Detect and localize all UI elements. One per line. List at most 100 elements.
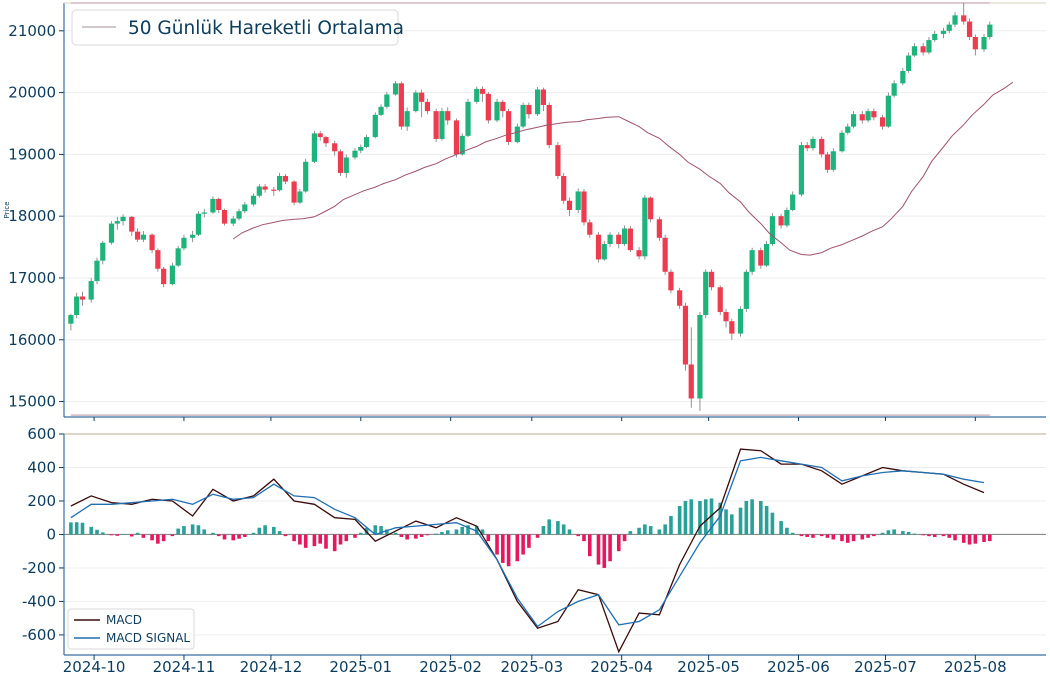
macd-histogram-bar (689, 499, 694, 535)
candle-body (419, 92, 425, 102)
macd-histogram-bar (283, 534, 288, 537)
macd-legend-box (67, 608, 195, 650)
macd-histogram-bar (947, 534, 952, 538)
date-tick-label: 2024-10 (63, 658, 126, 676)
candle-body (250, 195, 257, 205)
macd-histogram-bar (982, 534, 986, 542)
macd-histogram-bar (135, 532, 140, 535)
macd-histogram-bar (393, 532, 398, 535)
macd-histogram-bar (567, 529, 572, 535)
macd-histogram-bar (750, 499, 754, 535)
candle-body (656, 219, 662, 238)
macd-histogram-bar (587, 534, 592, 557)
candle-body (804, 145, 810, 149)
candle-body (155, 250, 161, 269)
candle-body (311, 133, 317, 162)
date-tick-label: 2025-05 (677, 658, 740, 676)
candle-body (729, 321, 735, 334)
candle-body (424, 101, 431, 112)
candle-body (607, 234, 613, 244)
candle-body (561, 176, 567, 201)
candle-body (506, 111, 512, 143)
candle-body (114, 221, 120, 224)
macd-histogram-bar (811, 534, 815, 538)
macd-histogram-bar (521, 534, 525, 555)
macd-histogram-bar (845, 534, 850, 543)
macd-histogram-bar (74, 522, 79, 535)
macd-histogram-bar (880, 532, 885, 535)
macd-histogram-bar (738, 507, 743, 535)
macd-histogram-bar (561, 524, 566, 535)
macd-histogram-bar (547, 519, 552, 535)
candle-body (879, 117, 886, 127)
macd-histogram-bar (973, 534, 978, 544)
macd-histogram-bar (657, 529, 662, 535)
macd-histogram-bar (927, 534, 931, 537)
candle-body (88, 281, 94, 300)
macd-histogram-bar (967, 534, 972, 545)
macd-histogram-bar (860, 534, 865, 540)
candle-body (384, 94, 390, 107)
macd-histogram-bar (176, 528, 180, 535)
macd-histogram-bar (541, 526, 546, 535)
candle-body (485, 93, 491, 121)
candle-body (439, 111, 445, 139)
candle-body (140, 234, 146, 240)
macd-histogram-bar (790, 532, 795, 535)
candle-body (824, 154, 831, 170)
candle-body (932, 33, 938, 41)
macd-histogram-bar (405, 534, 409, 540)
macd-histogram-bar (622, 534, 627, 542)
candle-body (961, 15, 967, 22)
date-tick-label: 2025-02 (419, 658, 482, 676)
macd-histogram-bar (663, 524, 667, 535)
macd-histogram-bar (344, 534, 349, 542)
candle-body (790, 194, 796, 210)
macd-histogram-bar (121, 533, 125, 535)
candle-body (885, 95, 891, 127)
candle-body (906, 55, 912, 71)
macd-histogram-bar (251, 532, 256, 535)
date-tick-label: 2025-06 (767, 658, 830, 676)
macd-histogram-bar (460, 526, 465, 535)
candle-body (352, 150, 358, 158)
candle-body (911, 46, 918, 56)
date-tick-label: 2024-12 (240, 658, 303, 676)
candle-body (946, 24, 952, 31)
candle-body (79, 296, 86, 300)
candle-body (636, 250, 642, 257)
candle-body (749, 250, 755, 272)
candle-body (453, 120, 460, 155)
candle-body (494, 101, 500, 121)
candle-body (972, 36, 978, 50)
candle-body (277, 176, 283, 191)
macd-histogram-bar (643, 524, 647, 535)
macd-histogram-bar (718, 502, 723, 535)
macd-tick-label: 400 (27, 458, 56, 476)
candle-body (987, 24, 993, 37)
price-tick-label: 20000 (8, 84, 56, 102)
macd-histogram-bar (961, 534, 966, 543)
candle-body (282, 176, 289, 182)
macd-histogram-bar (582, 534, 586, 542)
candle-body (100, 242, 106, 261)
candle-body (697, 315, 703, 399)
candle-body (703, 271, 709, 316)
candle-body (445, 111, 451, 121)
candle-body (648, 197, 654, 220)
price-legend-box (71, 9, 399, 46)
macd-histogram-bar (535, 534, 540, 538)
macd-histogram-bar (109, 534, 114, 536)
candle-body (236, 211, 242, 219)
macd-histogram-bar (434, 533, 438, 535)
macd-histogram-bar (243, 534, 247, 537)
candle-body (230, 218, 236, 224)
legend-ma-label: 50 Günlük Hareketli Ortalama (128, 18, 404, 39)
candle-body (514, 126, 520, 143)
candle-body (769, 216, 776, 244)
candle-body (662, 237, 668, 272)
candle-body (433, 111, 439, 139)
candle-body (221, 210, 228, 224)
price-tick-label: 15000 (8, 393, 56, 411)
legend-macd-label: MACD (106, 613, 142, 627)
